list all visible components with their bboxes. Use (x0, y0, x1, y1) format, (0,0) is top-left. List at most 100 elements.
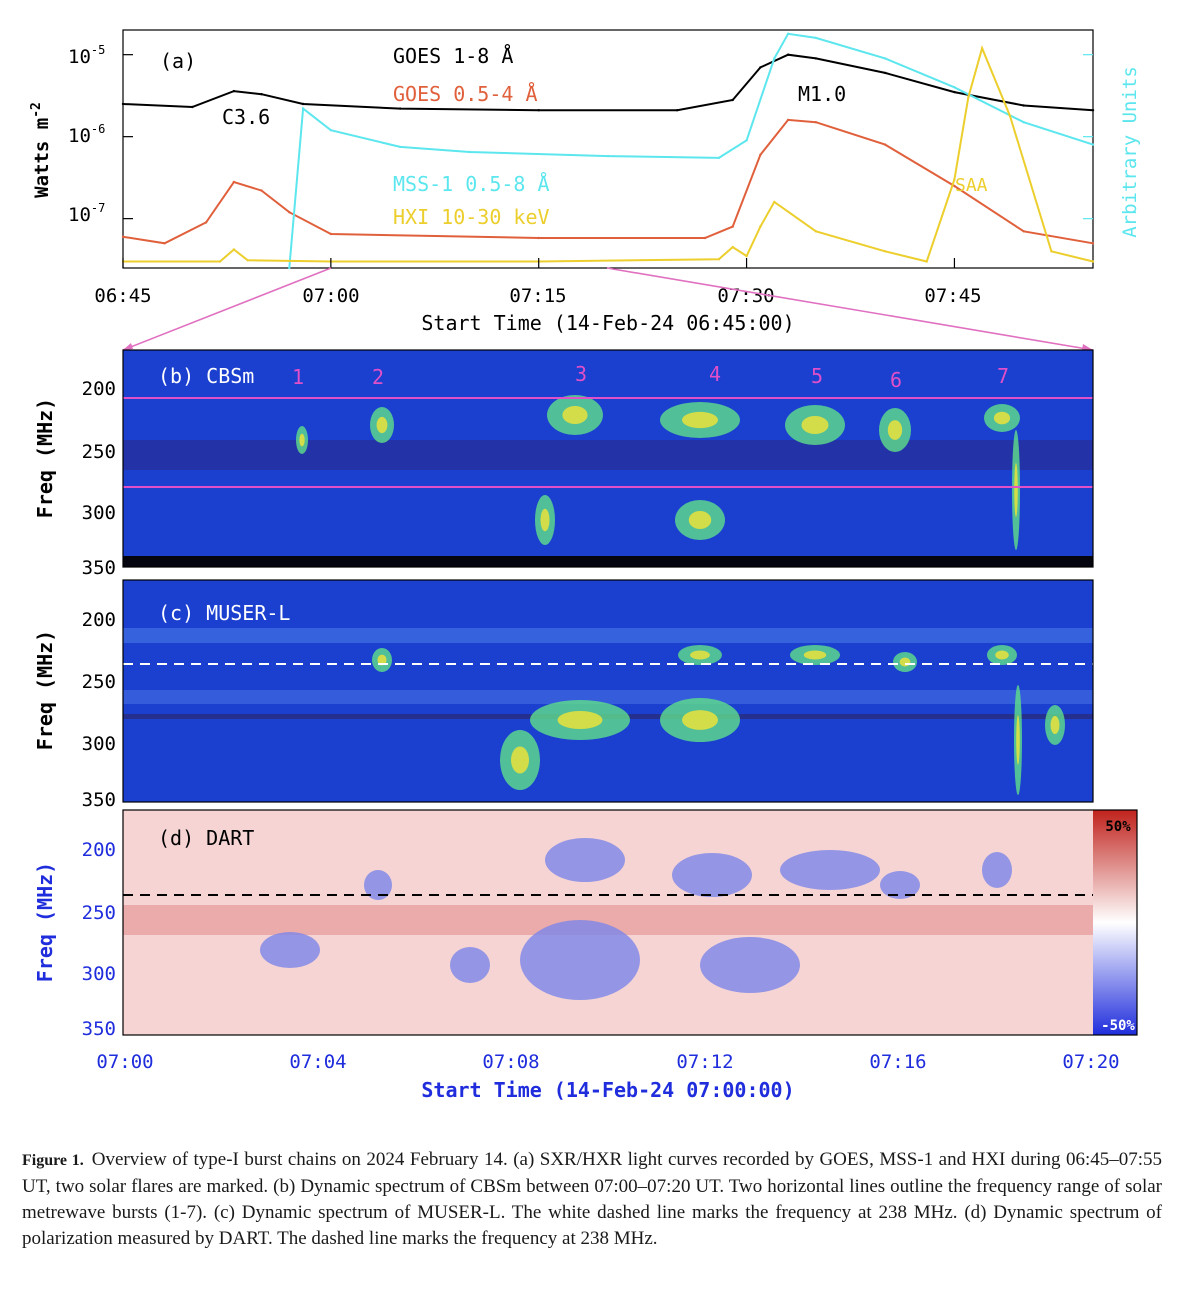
burst-core (682, 411, 718, 429)
series-2-point (1022, 121, 1025, 124)
burst-blob (880, 871, 920, 899)
panel-c-frame (122, 579, 1094, 803)
series-1-point (786, 118, 790, 122)
series-1-point (121, 235, 125, 238)
series-2-point (745, 139, 748, 142)
series-0-point (301, 102, 305, 106)
series-2-point (468, 150, 471, 154)
series-0-point (1022, 104, 1025, 107)
series-0-point (260, 93, 263, 96)
panel-a-ytick-labels: 10-5 10-6 10-7 (68, 43, 105, 226)
xtick-0700: 07:00 (302, 285, 359, 307)
series-1-point (703, 236, 707, 240)
burst-core (688, 511, 712, 529)
panel-a-label: (a) (160, 49, 196, 73)
burst-5-label: 5 (811, 364, 823, 388)
series-0-point (232, 89, 236, 93)
ytick-1e-7: 10-7 (68, 201, 105, 226)
burst-core (299, 433, 305, 447)
saa-label: SAA (955, 175, 988, 196)
panel-c-ylabel: Freq (MHz) (33, 630, 57, 750)
series-0-point (814, 57, 818, 60)
panel-d-bursts (260, 838, 1012, 1000)
series-3-point (717, 258, 721, 261)
figure: (a) Watts m-2 Arbitrary Units 10-5 10-6 … (29, 29, 1141, 1102)
caption-label: Figure 1. (22, 1152, 84, 1169)
colorbar-min: -50% (1101, 1018, 1135, 1034)
series-line-0 (122, 53, 1094, 112)
colorbar-max: 50% (1105, 819, 1131, 835)
burst-3-label: 3 (575, 362, 587, 386)
xtick-0645: 06:45 (94, 285, 151, 307)
burst-core (995, 650, 1009, 660)
burst-core (511, 746, 529, 774)
panel-c-label: (c) MUSER-L (158, 601, 290, 625)
series-3-point (745, 254, 748, 258)
burst-core (376, 416, 388, 434)
xtick-0720: 07:20 (1062, 1051, 1119, 1073)
burst-2-label: 2 (372, 365, 384, 389)
panel-b-bottom-band (123, 556, 1093, 567)
burst-core (993, 411, 1011, 425)
series-0-point (953, 90, 956, 94)
series-3-point (218, 260, 222, 263)
series-3-point (246, 259, 249, 262)
series-3-point (232, 248, 236, 251)
xtick-0716: 07:16 (869, 1051, 926, 1073)
series-0-point (121, 102, 125, 106)
burst-blob (700, 937, 800, 993)
panel-a-right-label: Arbitrary Units (1119, 66, 1141, 238)
series-3-point (731, 245, 734, 249)
panel-a-curves (121, 32, 1095, 270)
panel-d-label: (d) DART (158, 826, 254, 850)
burst-blob (520, 920, 640, 1000)
panel-b-ylabel: Freq (MHz) (33, 398, 57, 518)
series-3-point (1050, 250, 1053, 253)
xtick-0704: 07:04 (289, 1051, 346, 1073)
panel-b-ytick-labels: 200 250 300 350 (82, 378, 116, 579)
panel-b-label: (b) CBSm (158, 364, 254, 388)
burst-core (899, 657, 911, 667)
burst-blob (450, 947, 490, 983)
series-2-point (786, 32, 790, 35)
series-3-point (773, 200, 776, 204)
xtick-0715: 07:15 (509, 285, 566, 307)
series-1-point (814, 121, 818, 124)
burst-blob (672, 853, 752, 897)
d-ytick-350: 350 (82, 1018, 116, 1040)
burst-blob (780, 850, 880, 890)
burst-blob (260, 932, 320, 968)
series-0-point (883, 71, 887, 75)
b-ytick-300: 300 (82, 502, 116, 524)
burst-core (887, 420, 903, 440)
burst-core (690, 650, 710, 660)
figure-caption: Figure 1. Overview of type-I burst chains… (22, 1147, 1162, 1252)
burst-core (682, 710, 718, 730)
spectra-xtick-labels: 07:00 07:04 07:08 07:12 07:16 07:20 (96, 1051, 1119, 1073)
b-ytick-250: 250 (82, 441, 116, 463)
xtick-0700b: 07:00 (96, 1051, 153, 1073)
panel-a-frame (122, 29, 1094, 269)
series-0-point (191, 105, 194, 109)
series-0-point (398, 107, 402, 110)
series-0-point (731, 98, 734, 102)
burst-1-label: 1 (292, 365, 304, 389)
c-ytick-200: 200 (82, 609, 116, 631)
series-1-point (288, 211, 291, 214)
burst-blob (982, 852, 1012, 888)
flare-m10-label: M1.0 (798, 82, 846, 106)
panel-d-ytick-labels: 200 250 300 350 (82, 839, 116, 1040)
legend-goes-1-8: GOES 1-8 Å (393, 44, 513, 68)
series-0-point (786, 53, 790, 56)
panel-a-xtick-labels: 06:45 07:00 07:15 07:30 07:45 (94, 285, 981, 307)
zoom-line-left (122, 267, 332, 351)
panel-c-band-2 (123, 690, 1093, 704)
burst-core (557, 711, 603, 729)
series-3-point (967, 96, 970, 99)
panel-d: (d) DART 50% -50% (122, 809, 1138, 1036)
xtick-0730: 07:30 (717, 285, 774, 307)
panel-c-bursts (372, 645, 1065, 795)
series-2-point (606, 154, 610, 158)
colorbar (1093, 810, 1137, 1035)
series-1-point (953, 184, 956, 188)
